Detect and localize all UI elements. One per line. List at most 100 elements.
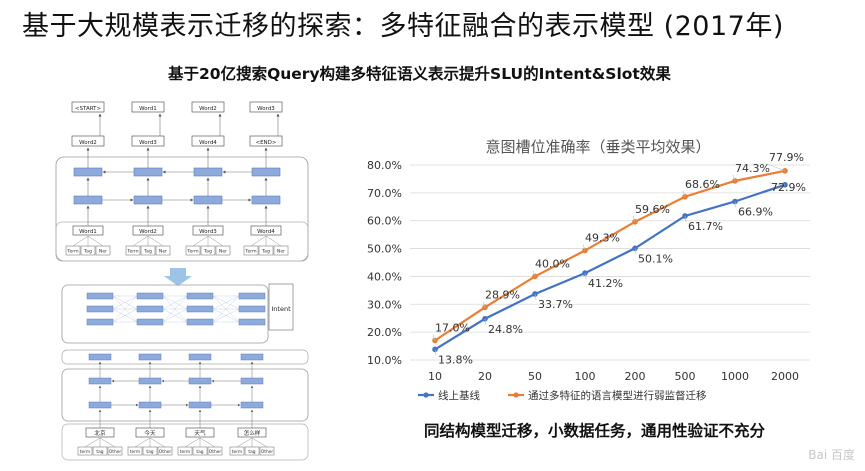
input-word-box bbox=[185, 427, 215, 438]
y-tick-label: 10.0% bbox=[367, 354, 402, 367]
y-tick-label: 40.0% bbox=[367, 270, 402, 283]
intent-label: Intent bbox=[271, 305, 291, 313]
output-token-box bbox=[249, 101, 283, 113]
label-leader bbox=[532, 270, 536, 277]
slot-cell bbox=[88, 353, 112, 361]
attention-cell bbox=[238, 318, 266, 326]
target-token-label: Word3 bbox=[139, 140, 157, 146]
output-token-box bbox=[131, 101, 165, 113]
data-point bbox=[532, 273, 538, 280]
input-word-label: Word3 bbox=[199, 229, 217, 235]
top-input-frame bbox=[55, 221, 309, 262]
data-label: 72.9% bbox=[771, 181, 806, 194]
feature-link bbox=[184, 437, 201, 448]
attention-link bbox=[212, 308, 240, 323]
lstm-cell-upper bbox=[133, 167, 163, 177]
feature-label: Tag bbox=[83, 249, 92, 255]
attention-link bbox=[212, 295, 240, 323]
slot-cell bbox=[240, 353, 264, 361]
input-word-label: Word4 bbox=[257, 229, 275, 235]
data-point bbox=[482, 304, 488, 311]
architecture-diagram: <START> Word2 Word1 Term Tag Ner Word1 Word3 Wor… bbox=[55, 101, 309, 461]
label-leader bbox=[584, 273, 587, 280]
label-leader bbox=[634, 248, 637, 255]
feature-label: Term bbox=[126, 249, 139, 255]
label-leader bbox=[734, 201, 737, 208]
attention-link bbox=[162, 295, 188, 310]
x-tick-label: 2000 bbox=[771, 370, 799, 383]
input-word-label: 今天 bbox=[144, 429, 156, 437]
lstm-cell-upper bbox=[73, 167, 103, 177]
output-token-label: <START> bbox=[75, 106, 102, 112]
feature-label: Ner bbox=[159, 249, 167, 255]
series-line bbox=[434, 183, 786, 351]
feature-link bbox=[251, 437, 268, 448]
feature-label: term bbox=[180, 449, 190, 455]
y-tick-label: 50.0% bbox=[367, 243, 402, 256]
feature-link bbox=[134, 437, 151, 448]
feature-label: term bbox=[130, 449, 140, 455]
label-leader bbox=[684, 215, 687, 223]
x-tick-label: 100 bbox=[575, 370, 596, 383]
feature-label: Term bbox=[66, 249, 79, 255]
data-label: 17.0% bbox=[435, 322, 470, 335]
target-token-box bbox=[71, 135, 105, 147]
label-leader bbox=[766, 163, 786, 172]
input-word-label: 怎么样 bbox=[244, 429, 261, 437]
data-label: 68.6% bbox=[685, 178, 720, 191]
input-word-label: Word2 bbox=[139, 229, 157, 235]
label-leader bbox=[682, 190, 686, 197]
series-line bbox=[434, 169, 786, 342]
input-word-label: 天气 bbox=[194, 429, 206, 437]
chart-title: 意图槽位准确率（垂类平均效果） bbox=[485, 138, 710, 156]
data-label: 61.7% bbox=[688, 220, 723, 233]
target-token-box bbox=[191, 135, 225, 147]
feature-link bbox=[149, 437, 166, 448]
legend-label: 通过多特征的语言模型进行弱监督迁移 bbox=[528, 389, 707, 402]
data-label: 49.3% bbox=[585, 232, 620, 245]
lstm-cell-upper bbox=[251, 167, 281, 177]
x-tick-label: 10 bbox=[428, 370, 442, 383]
feature-link bbox=[132, 235, 149, 247]
data-label: 59.6% bbox=[635, 203, 670, 216]
data-label: 24.8% bbox=[488, 323, 523, 336]
feature-label: Term bbox=[186, 249, 199, 255]
conclusion-text: 同结构模型迁移，小数据任务，通用性验证不充分 bbox=[424, 422, 766, 440]
input-word-box bbox=[237, 427, 267, 438]
label-leader bbox=[534, 293, 537, 301]
legend-swatch-dot bbox=[513, 392, 519, 398]
y-tick-label: 30.0% bbox=[367, 298, 402, 311]
y-tick-label: 70.0% bbox=[367, 187, 402, 200]
page-title: 基于大规模表示迁移的探索：多特征融合的表示模型 (2017年) bbox=[22, 11, 784, 42]
transfer-arrow-icon bbox=[164, 268, 192, 286]
label-leader bbox=[484, 318, 487, 325]
feature-label: tag bbox=[248, 449, 255, 455]
feature-label: tag bbox=[196, 449, 203, 455]
lstm-cell-upper bbox=[193, 167, 223, 177]
feature-label: Tag bbox=[261, 249, 270, 255]
output-token-label: Word2 bbox=[199, 106, 217, 112]
feature-label: term bbox=[232, 449, 242, 455]
output-token-label: Word1 bbox=[139, 106, 157, 112]
target-token-box bbox=[131, 135, 165, 147]
feature-link bbox=[236, 437, 253, 448]
feature-label: Ner bbox=[219, 249, 227, 255]
attention-cell bbox=[238, 305, 266, 313]
label-leader bbox=[432, 334, 436, 341]
feature-link bbox=[84, 437, 101, 448]
baidu-watermark: Bai 百度 bbox=[808, 448, 855, 462]
feature-link bbox=[99, 437, 116, 448]
output-token-label: Word3 bbox=[257, 106, 275, 112]
feature-label: tag bbox=[96, 449, 103, 455]
input-word-box bbox=[85, 427, 115, 438]
feature-label: Other bbox=[159, 449, 172, 455]
feature-label: Ner bbox=[99, 249, 107, 255]
x-tick-label: 200 bbox=[625, 370, 646, 383]
feature-link bbox=[265, 235, 282, 247]
intent-box bbox=[268, 283, 294, 331]
feature-link bbox=[147, 235, 164, 247]
output-token-box bbox=[191, 101, 225, 113]
feature-link bbox=[207, 235, 224, 247]
slot-layer-frame bbox=[61, 349, 309, 365]
